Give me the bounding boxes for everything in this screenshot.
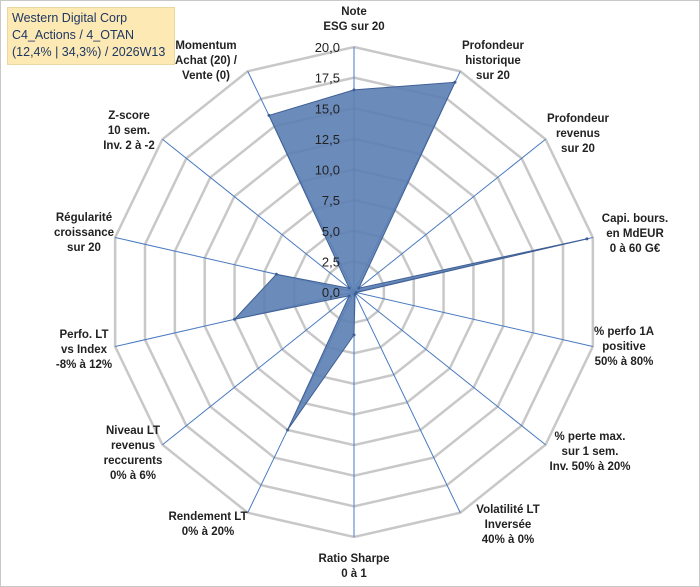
data-point [353, 292, 357, 296]
axis-spoke [162, 291, 355, 446]
axis-label: Inv. 2 à -2 [103, 140, 155, 152]
data-point [347, 286, 351, 290]
axis-spoke [353, 291, 593, 348]
data-point [352, 88, 356, 92]
data-point [357, 286, 361, 290]
tick-label: 0,0 [322, 285, 340, 300]
data-point [453, 80, 457, 84]
axis-label: Inversée [485, 519, 532, 531]
axis-label: Momentum [175, 40, 236, 52]
axis-label: Z-score [108, 110, 150, 122]
axis-label: revenus [111, 440, 155, 452]
axis-label: Achat (20) / [175, 55, 238, 67]
axis-label: -8% à 12% [56, 359, 112, 371]
axis-label: Vente (0) [182, 70, 230, 82]
chart-title-box: Western Digital Corp C4_Actions / 4_OTAN… [7, 7, 175, 65]
axis-label: Profondeur [462, 40, 524, 52]
axis-label: 10 sem. [108, 125, 150, 137]
axis-label: vs Index [61, 344, 108, 356]
axis-label: Note [341, 6, 367, 18]
axis-label: 40% à 0% [482, 534, 534, 546]
axis-label: Inv. 50% à 20% [550, 461, 631, 473]
tick-label: 10,0 [315, 163, 340, 178]
axis-label: sur 20 [476, 70, 510, 82]
axis-label: sur 20 [67, 242, 101, 254]
tick-label: 7,5 [322, 193, 340, 208]
data-point [347, 294, 351, 298]
axis-label: % perfo 1A [594, 326, 654, 338]
data-point [352, 333, 356, 337]
data-point [267, 113, 271, 117]
axis-label: Perfo. LT [60, 329, 109, 341]
axis-label: revenus [556, 128, 600, 140]
axis-label: Régularité [56, 212, 112, 224]
axis-spoke [353, 138, 546, 293]
data-point [585, 237, 589, 241]
title-line-stats: (12,4% | 34,3%) / 2026W13 [12, 45, 166, 59]
axis-label: % perte max. [555, 431, 626, 443]
axis-label: Volatilité LT [476, 504, 539, 516]
axis-label: Profondeur [547, 113, 609, 125]
axis-label: en MdEUR [606, 228, 664, 240]
axis-label: croissance [54, 227, 114, 239]
title-line-category: C4_Actions / 4_OTAN [12, 28, 135, 42]
axis-label: 0% à 20% [182, 526, 234, 538]
axis-label: sur 20 [561, 143, 595, 155]
axis-spoke [353, 291, 546, 446]
axis-label: sur 1 sem. [562, 446, 619, 458]
axis-label: 0 à 1 [341, 568, 367, 580]
axis-label: Ratio Sharpe [319, 553, 390, 565]
data-point [274, 272, 278, 276]
axis-label: historique [465, 55, 521, 67]
axis-label: Capi. bours. [602, 213, 668, 225]
data-point [286, 428, 290, 432]
axis-label: Rendement LT [168, 511, 247, 523]
axis-label: 0% à 6% [110, 470, 156, 482]
tick-label: 2,5 [322, 254, 340, 269]
tick-label: 15,0 [315, 101, 340, 116]
axis-label: 50% à 80% [595, 356, 654, 368]
tick-label: 5,0 [322, 224, 340, 239]
tick-label: 20,0 [315, 40, 340, 55]
axis-spoke [162, 138, 355, 293]
axis-label: reccurents [104, 455, 163, 467]
axis-label: 0 à 60 G€ [610, 243, 661, 255]
axis-label: Niveau LT [106, 425, 160, 437]
axis-label: ESG sur 20 [323, 21, 384, 33]
tick-label: 12,5 [315, 132, 340, 147]
axis-label: positive [602, 341, 645, 353]
title-line-company: Western Digital Corp [12, 11, 128, 25]
tick-label: 17,5 [315, 71, 340, 86]
axis-spoke [353, 291, 461, 513]
data-point [233, 317, 237, 321]
